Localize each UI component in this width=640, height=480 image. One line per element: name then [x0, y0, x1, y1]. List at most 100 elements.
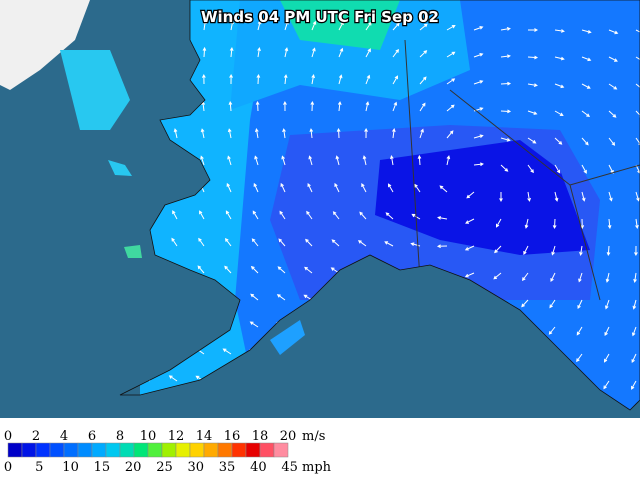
legend-swatch [35, 442, 51, 458]
wind-arrow [464, 245, 475, 251]
wind-arrow [579, 245, 583, 256]
wind-arrow [419, 102, 426, 112]
wind-arrow [309, 128, 314, 139]
mph-tick-label: 20 [125, 460, 142, 475]
wind-arrow [229, 46, 234, 58]
wind-arrow [500, 54, 511, 59]
wind-arrow [357, 240, 367, 247]
ms-tick-label: 6 [88, 429, 96, 444]
legend-swatch [21, 442, 37, 458]
wind-arrow [365, 101, 370, 112]
wind-arrow [446, 78, 456, 85]
wind-arrow [581, 164, 587, 174]
wind-arrow [578, 272, 583, 283]
wind-arrow [635, 218, 639, 229]
wind-arrow [473, 162, 484, 167]
legend: 0 2 4 6 8 10 12 14 16 18 20 m/s 0 5 10 15 20 25 30 35 40 45 mp… [4, 429, 332, 475]
legend-swatch [105, 442, 121, 458]
wind-arrow [464, 272, 475, 278]
wind-arrow [338, 21, 344, 31]
wind-arrow [554, 191, 559, 202]
wind-arrow [229, 73, 233, 85]
wind-arrow [168, 375, 178, 382]
wind-arrow [523, 245, 529, 255]
legend-swatch [259, 442, 275, 458]
wind-arrow [527, 55, 539, 60]
wind-arrow [255, 100, 260, 112]
wind-arrow [493, 272, 502, 280]
wind-arrow [473, 134, 484, 139]
wind-arrow [527, 137, 537, 144]
wind-arrow [631, 353, 637, 364]
mph-tick-label: 40 [250, 460, 267, 475]
wind-arrow [465, 218, 475, 224]
wind-arrow [171, 237, 178, 247]
wind-arrow [608, 137, 616, 146]
wind-arrow [608, 56, 618, 62]
wind-arrow [608, 110, 617, 118]
wind-arrow [199, 210, 205, 220]
wind-arrow [338, 47, 344, 58]
island [108, 160, 132, 176]
wind-arrow [277, 266, 286, 274]
wind-arrow [466, 191, 475, 199]
wind-arrow [631, 326, 637, 337]
map-title: Winds 04 PM UTC Fri Sep 02 [201, 8, 439, 26]
mph-tick-label: 35 [219, 460, 236, 475]
mph-tick-label: 30 [187, 460, 204, 475]
wind-arrow [500, 27, 511, 31]
wind-arrow [365, 48, 371, 58]
mph-tick-label: 15 [94, 460, 111, 475]
wind-arrow [392, 75, 399, 85]
legend-swatch [217, 442, 233, 458]
wind-arrow [607, 218, 612, 230]
wind-arrow [311, 74, 315, 85]
wind-arrow [311, 20, 317, 31]
wind-arrow [250, 265, 259, 274]
wind-arrow [633, 272, 637, 283]
wind-arrow [605, 272, 610, 283]
wind-arrow [581, 110, 591, 118]
wind-arrow [473, 26, 484, 31]
zone [230, 0, 470, 110]
wind-arrow [226, 182, 232, 193]
wind-arrow [387, 183, 394, 193]
wind-arrow [255, 128, 259, 139]
wind-arrow [250, 293, 259, 301]
legend-swatch [119, 442, 135, 458]
wind-arrow [284, 20, 289, 31]
wind-arrow [203, 20, 207, 31]
wind-arrow [521, 272, 529, 282]
wind-arrow [554, 164, 561, 174]
wind-arrow [392, 22, 400, 31]
legend-swatch [7, 442, 23, 458]
wind-arrow [249, 321, 259, 328]
wind-arrow [500, 109, 512, 114]
legend-swatch [245, 442, 261, 458]
wind-arrow [197, 265, 205, 274]
wind-arrow [198, 237, 205, 247]
wind-arrow [635, 191, 640, 202]
zone [280, 0, 400, 50]
wind-arrow [446, 130, 454, 139]
wind-arrow [336, 127, 341, 139]
wind-arrow [337, 101, 342, 112]
wind-arrow [304, 266, 313, 274]
wind-arrow [361, 183, 367, 193]
legend-swatch [203, 442, 219, 458]
wind-arrow [251, 238, 259, 247]
wind-arrow [576, 353, 583, 363]
wind-arrow [335, 155, 340, 166]
wind-arrow [577, 299, 583, 310]
wind-arrow [581, 137, 589, 146]
wind-arrow [227, 128, 232, 139]
ms-tick-label: 20 [280, 429, 297, 444]
wind-arrow [201, 73, 206, 85]
wind-arrow [202, 46, 207, 58]
legend-swatch [231, 442, 247, 458]
wind-arrow [581, 83, 591, 89]
ms-tick-label: 18 [252, 429, 269, 444]
wind-arrow [279, 210, 286, 220]
legend-swatch [49, 442, 65, 458]
wind-arrow [419, 23, 428, 31]
